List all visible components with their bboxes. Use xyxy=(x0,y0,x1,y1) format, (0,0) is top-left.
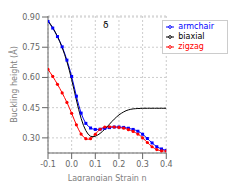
svg-text:Lagrangian Strain η: Lagrangian Strain η xyxy=(68,174,147,181)
html-text:δ: δ xyxy=(103,20,109,30)
svg-text:0.75: 0.75 xyxy=(22,43,40,52)
svg-text:Buckling height (Å): Buckling height (Å) xyxy=(8,46,19,122)
svg-text:0.2: 0.2 xyxy=(113,160,126,169)
svg-text:0.0: 0.0 xyxy=(65,160,78,169)
html-text:biaxial: biaxial xyxy=(178,32,205,41)
svg-text:0.4: 0.4 xyxy=(160,160,173,169)
svg-text:0.30: 0.30 xyxy=(22,134,40,143)
svg-text:0.60: 0.60 xyxy=(22,73,40,82)
svg-text:0.90: 0.90 xyxy=(22,13,40,22)
svg-text:0.3: 0.3 xyxy=(136,160,149,169)
svg-text:-0.1: -0.1 xyxy=(40,160,56,169)
html-text:armchair: armchair xyxy=(178,22,214,31)
html-text:zigzag: zigzag xyxy=(178,42,204,51)
svg-text:0.1: 0.1 xyxy=(89,160,102,169)
svg-text:0.45: 0.45 xyxy=(22,104,40,113)
